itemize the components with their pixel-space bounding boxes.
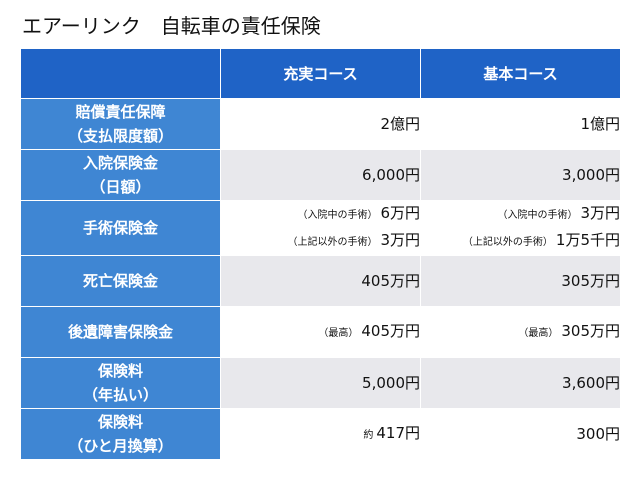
cell-note: （入院中の手術） <box>297 210 378 221</box>
table-body: 賠償責任保障 （支払限度額） 2億円 1億円入院保険金 （日額） 6,000円 3,000円… <box>20 98 621 460</box>
premium-course-cell: 6,000円 <box>220 149 421 201</box>
cell-value: 405万円 <box>361 321 420 340</box>
cell-line: 305万円 <box>421 269 620 293</box>
page-title: エアーリンク 自転車の責任保険 <box>22 14 321 38</box>
row-label-line: （支払限度額） <box>67 127 173 145</box>
cell-value: 3万円 <box>380 231 420 249</box>
row-label-line: 死亡保険金 <box>82 272 158 290</box>
row-label: 入院保険金 （日額） <box>20 149 221 201</box>
cell-note: （上記以外の手術） <box>287 237 378 248</box>
header-basic-course: 基本コース <box>420 48 621 99</box>
cell-note: （入院中の手術） <box>497 210 578 221</box>
cell-line: （最高） 405万円 <box>221 319 420 346</box>
premium-course-cell: 5,000円 <box>220 357 421 409</box>
row-label-line: 後遺障害保険金 <box>67 323 173 341</box>
row-label-line: 保険料 <box>97 362 143 380</box>
cell-value: 6,000円 <box>362 166 420 184</box>
cell-value: 1億円 <box>580 115 620 133</box>
cell-value: 405万円 <box>361 272 420 290</box>
premium-course-cell: 約 417円 <box>220 408 421 460</box>
cell-note: （上記以外の手術） <box>462 237 553 248</box>
row-label: 後遺障害保険金 <box>20 306 221 358</box>
cell-value: 6万円 <box>380 204 420 222</box>
cell-value: 3,000円 <box>562 166 620 184</box>
cell-line: 5,000円 <box>221 371 420 395</box>
premium-course-cell: 405万円 <box>220 255 421 307</box>
cell-value: 300円 <box>576 425 620 443</box>
cell-line: 300円 <box>421 422 620 446</box>
cell-line: 1億円 <box>421 112 620 136</box>
cell-value: 3,600円 <box>562 374 620 392</box>
row-label-line: 入院保険金 <box>82 154 158 172</box>
row-label-line: 賠償責任保障 <box>75 103 166 121</box>
cell-note: （最高） <box>318 327 359 339</box>
basic-course-cell: （入院中の手術） 3万円 （上記以外の手術） 1万5千円 <box>420 200 621 256</box>
row-label: 賠償責任保障 （支払限度額） <box>20 98 221 150</box>
cell-value: 417円 <box>376 423 420 442</box>
table-row: 手術保険金 （入院中の手術） 6万円 （上記以外の手術） 3万円 （入院中の手術） 3万円（… <box>20 200 621 256</box>
row-label: 手術保険金 <box>20 200 221 256</box>
cell-line: （入院中の手術） 6万円 <box>221 201 420 228</box>
basic-course-cell: 300円 <box>420 408 621 460</box>
row-label-line: 手術保険金 <box>82 219 158 237</box>
basic-course-cell: （最高） 305万円 <box>420 306 621 358</box>
basic-course-cell: 1億円 <box>420 98 621 150</box>
cell-line: 405万円 <box>221 269 420 293</box>
comparison-table: 充実コース 基本コース 賠償責任保障 （支払限度額） 2億円 1億円入院保険金 （日額）… <box>20 48 621 460</box>
row-label-line: （ひと月換算） <box>68 437 173 455</box>
premium-course-cell: （入院中の手術） 6万円 （上記以外の手術） 3万円 <box>220 200 421 256</box>
cell-line: 3,000円 <box>421 163 620 187</box>
table-row: 死亡保険金 405万円 305万円 <box>20 255 621 307</box>
row-label-line: （日額） <box>90 178 151 196</box>
header-row: 充実コース 基本コース <box>20 48 621 99</box>
table-row: 入院保険金 （日額） 6,000円 3,000円 <box>20 149 621 201</box>
cell-line: 2億円 <box>221 112 420 136</box>
cell-value: 1万5千円 <box>555 231 620 249</box>
cell-line: （上記以外の手術） 1万5千円 <box>421 228 620 255</box>
row-label: 死亡保険金 <box>20 255 221 307</box>
cell-line: （入院中の手術） 3万円 <box>421 201 620 228</box>
cell-note: （最高） <box>518 327 559 339</box>
row-label-line: （年払い） <box>82 386 158 404</box>
row-label-line: 保険料 <box>97 413 143 431</box>
cell-value: 305万円 <box>561 272 620 290</box>
table-row: 賠償責任保障 （支払限度額） 2億円 1億円 <box>20 98 621 150</box>
table-row: 保険料 （ひと月換算） 約 417円 300円 <box>20 408 621 460</box>
cell-line: 約 417円 <box>221 421 420 448</box>
cell-line: 6,000円 <box>221 163 420 187</box>
cell-value: 3万円 <box>580 204 620 222</box>
cell-line: （最高） 305万円 <box>421 319 620 346</box>
cell-value: 2億円 <box>380 115 420 133</box>
cell-note: 約 <box>363 429 374 441</box>
basic-course-cell: 305万円 <box>420 255 621 307</box>
table-row: 後遺障害保険金 （最高） 405万円 （最高） 305万円 <box>20 306 621 358</box>
header-premium-course: 充実コース <box>220 48 421 99</box>
cell-line: 3,600円 <box>421 371 620 395</box>
row-label: 保険料 （ひと月換算） <box>20 408 221 460</box>
header-corner <box>20 48 221 99</box>
row-label: 保険料 （年払い） <box>20 357 221 409</box>
cell-line: （上記以外の手術） 3万円 <box>221 228 420 255</box>
premium-course-cell: 2億円 <box>220 98 421 150</box>
cell-value: 5,000円 <box>362 374 420 392</box>
cell-value: 305万円 <box>561 321 620 340</box>
table-row: 保険料 （年払い） 5,000円 3,600円 <box>20 357 621 409</box>
basic-course-cell: 3,600円 <box>420 357 621 409</box>
basic-course-cell: 3,000円 <box>420 149 621 201</box>
premium-course-cell: （最高） 405万円 <box>220 306 421 358</box>
